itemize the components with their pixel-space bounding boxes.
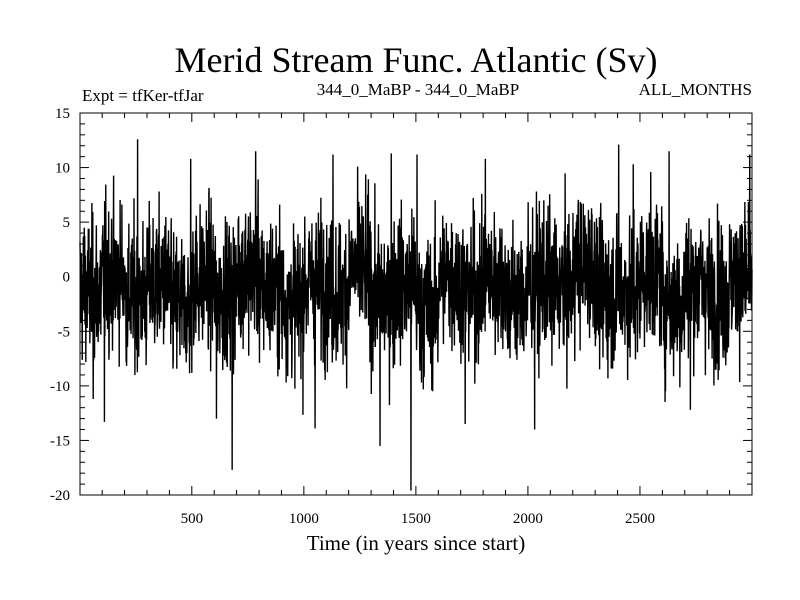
experiment-label: Expt = tfKer-tfJar bbox=[82, 86, 204, 105]
y-tick-label: 10 bbox=[55, 161, 70, 177]
y-tick-label: 15 bbox=[55, 106, 70, 122]
series-line bbox=[79, 139, 753, 491]
y-tick-label: 0 bbox=[63, 270, 71, 286]
x-tick-label: 2000 bbox=[513, 511, 543, 527]
y-tick-label: -10 bbox=[50, 379, 70, 395]
data-layer bbox=[79, 139, 753, 491]
x-tick-label: 500 bbox=[181, 511, 204, 527]
x-tick-label: 2500 bbox=[625, 511, 655, 527]
months-label: ALL_MONTHS bbox=[639, 80, 752, 99]
y-tick-label: -5 bbox=[58, 324, 71, 340]
period-label: 344_0_MaBP - 344_0_MaBP bbox=[317, 80, 519, 99]
y-tick-label: 5 bbox=[63, 215, 71, 231]
plot-frame bbox=[79, 112, 753, 496]
y-tick-label: -15 bbox=[50, 433, 70, 449]
x-tick-label: 1000 bbox=[289, 511, 319, 527]
x-axis-label: Time (in years since start) bbox=[307, 531, 526, 555]
x-tick-label: 1500 bbox=[401, 511, 431, 527]
chart-title: Merid Stream Func. Atlantic (Sv) bbox=[175, 40, 658, 80]
y-tick-label: -20 bbox=[50, 488, 70, 504]
